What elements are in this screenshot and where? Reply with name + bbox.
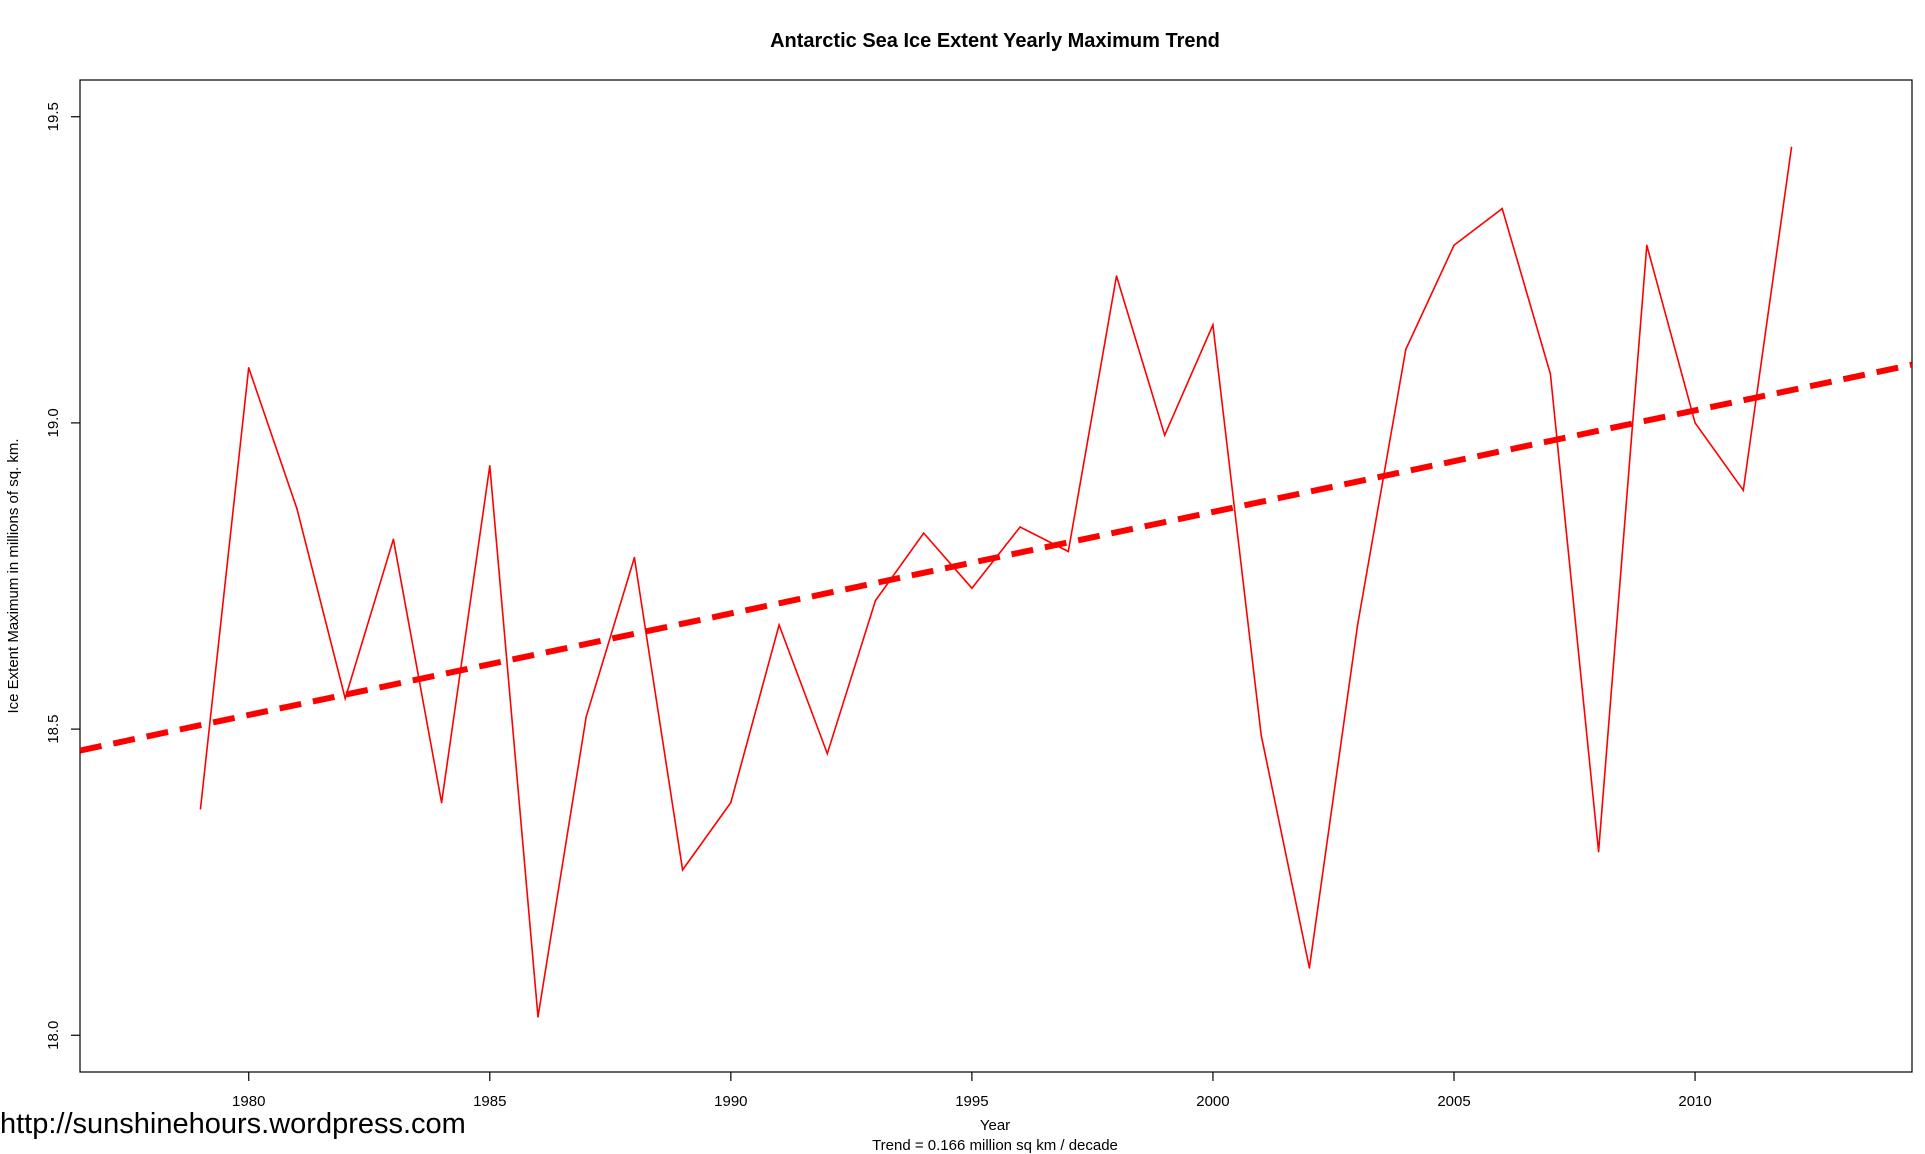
data-point [1646, 244, 1648, 247]
x-tick-label: 2000 [1196, 1093, 1229, 1110]
y-tick-label: 18.5 [45, 714, 62, 743]
data-point [1067, 550, 1070, 553]
x-tick-label: 1980 [232, 1093, 265, 1110]
data-point [1163, 434, 1166, 437]
data-point [971, 587, 973, 589]
data-point [1356, 624, 1359, 626]
data-point [440, 801, 443, 804]
plot-frame [79, 79, 1913, 1073]
x-tick-label: 2010 [1678, 1093, 1711, 1110]
data-point [1501, 207, 1503, 210]
y-tick-label: 19.5 [45, 102, 62, 131]
chart-title: Antarctic Sea Ice Extent Yearly Maximum … [770, 30, 1220, 52]
data-point [296, 507, 298, 510]
trend-subtitle: Trend = 0.166 million sq km / decade [872, 1137, 1118, 1154]
data-point [537, 1016, 539, 1018]
data-point [1694, 422, 1696, 424]
x-tick-label: 1985 [473, 1093, 506, 1110]
x-tick-label: 2005 [1437, 1093, 1470, 1110]
data-point [344, 697, 347, 700]
series-line-ice-extent [199, 147, 1793, 1018]
data-point [199, 807, 202, 810]
data-point [1405, 348, 1407, 351]
data-point [730, 801, 732, 804]
y-axis: 18.0 18.5 19.0 19.5 [45, 102, 80, 1050]
data-point [681, 869, 684, 871]
data-point [1308, 967, 1311, 969]
data-point [1790, 146, 1793, 149]
data-point [874, 599, 877, 602]
data-point [392, 538, 395, 541]
data-point [585, 716, 587, 718]
x-axis-label: Year [980, 1117, 1010, 1134]
data-point [1260, 734, 1262, 736]
data-point [1742, 489, 1745, 492]
data-point [1115, 275, 1118, 277]
series-layer [80, 146, 1912, 1018]
data-point [826, 752, 829, 755]
data-point [1597, 850, 1600, 853]
y-tick-label: 18.0 [45, 1021, 62, 1050]
watermark: http://sunshinehours.wordpress.com [0, 1108, 466, 1140]
data-point [633, 556, 636, 559]
data-point [778, 624, 780, 626]
y-tick-label: 19.0 [45, 408, 62, 437]
x-axis: 1980 1985 1990 1995 2000 2005 2010 [232, 1072, 1712, 1110]
data-point [489, 465, 491, 467]
x-tick-label: 1995 [955, 1093, 988, 1110]
data-point [1019, 526, 1021, 528]
data-point [1453, 244, 1455, 247]
y-axis-label: Ice Extent Maximum in millions of sq. km… [5, 438, 22, 713]
data-point [922, 532, 925, 534]
data-point [1212, 324, 1214, 326]
data-point [1549, 373, 1552, 375]
data-point [247, 367, 250, 369]
x-tick-label: 1990 [714, 1093, 747, 1110]
trend-line [80, 361, 1912, 754]
